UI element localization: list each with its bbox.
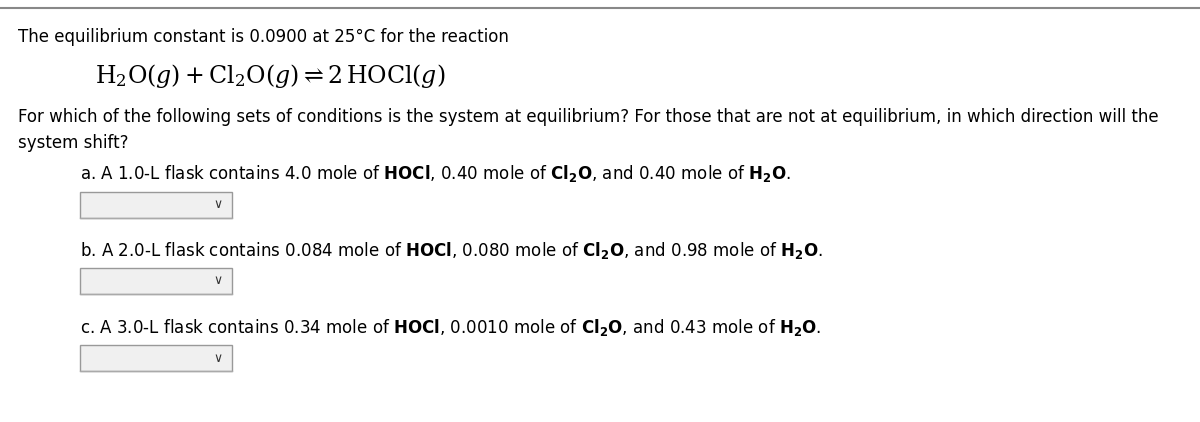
- Text: b. A 2.0-L flask contains 0.084 mole of $\mathbf{HOCl}$, 0.080 mole of $\mathbf{: b. A 2.0-L flask contains 0.084 mole of …: [80, 240, 823, 261]
- Text: c. A 3.0-L flask contains 0.34 mole of $\mathbf{HOCl}$, 0.0010 mole of $\mathbf{: c. A 3.0-L flask contains 0.34 mole of $…: [80, 317, 822, 338]
- Text: ∨: ∨: [214, 198, 222, 211]
- FancyBboxPatch shape: [80, 268, 232, 294]
- FancyBboxPatch shape: [80, 192, 232, 218]
- Text: a. A 1.0-L flask contains 4.0 mole of $\mathbf{HOCl}$, 0.40 mole of $\mathbf{Cl_: a. A 1.0-L flask contains 4.0 mole of $\…: [80, 163, 791, 184]
- Text: $\mathrm{H_2O}(g) + \mathrm{Cl_2O}(g) \rightleftharpoons 2\,\mathrm{HOCl}(g)$: $\mathrm{H_2O}(g) + \mathrm{Cl_2O}(g) \r…: [95, 62, 445, 90]
- Text: The equilibrium constant is 0.0900 at 25°C for the reaction: The equilibrium constant is 0.0900 at 25…: [18, 28, 509, 46]
- FancyBboxPatch shape: [80, 345, 232, 371]
- Text: For which of the following sets of conditions is the system at equilibrium? For : For which of the following sets of condi…: [18, 108, 1159, 151]
- Text: ∨: ∨: [214, 352, 222, 365]
- Text: ∨: ∨: [214, 274, 222, 287]
